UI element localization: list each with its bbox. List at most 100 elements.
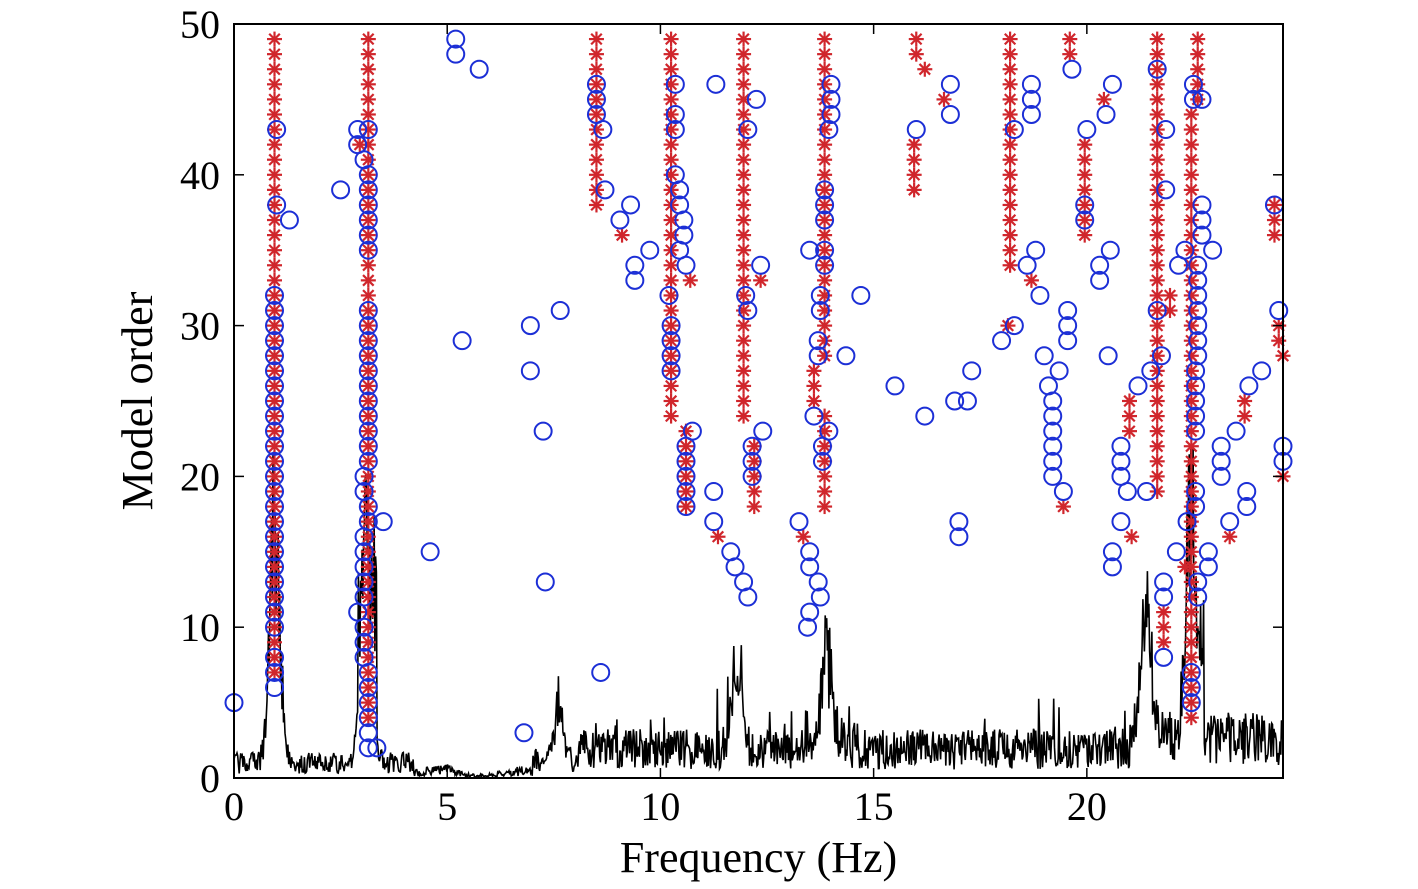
- circle-marker: [992, 331, 1012, 351]
- circle-marker: [789, 512, 809, 532]
- star-marker: [710, 529, 726, 545]
- star-marker: [736, 242, 752, 258]
- star-marker: [736, 272, 752, 288]
- circle-marker: [1192, 225, 1212, 245]
- circle-marker: [940, 74, 960, 94]
- star-marker: [1183, 393, 1199, 409]
- star-marker: [267, 122, 283, 138]
- star-marker: [1183, 544, 1199, 560]
- circle-marker: [586, 74, 606, 94]
- star-marker: [1062, 31, 1078, 47]
- star-marker: [1190, 46, 1206, 62]
- circle-marker: [1192, 89, 1212, 109]
- circle-marker: [586, 89, 606, 109]
- circle-marker: [348, 120, 368, 140]
- star-marker: [267, 318, 283, 334]
- star-marker: [817, 287, 833, 303]
- circle-marker: [1181, 662, 1201, 682]
- star-marker: [1156, 604, 1172, 620]
- star-marker: [678, 453, 694, 469]
- star-marker: [360, 197, 376, 213]
- circle-marker: [591, 662, 611, 682]
- circle-marker: [265, 647, 285, 667]
- circle-marker: [358, 738, 378, 758]
- star-marker: [267, 664, 283, 680]
- star-marker: [736, 287, 752, 303]
- star-marker: [360, 31, 376, 47]
- star-marker: [1124, 529, 1140, 545]
- star-marker: [1183, 106, 1199, 122]
- star-marker: [1121, 408, 1137, 424]
- star-marker: [360, 634, 376, 650]
- circle-marker: [354, 557, 374, 577]
- circle-marker: [670, 180, 690, 200]
- circle-marker: [674, 225, 694, 245]
- star-marker: [352, 137, 368, 153]
- star-marker: [267, 287, 283, 303]
- star-marker: [588, 61, 604, 77]
- circle-marker: [1188, 346, 1208, 366]
- circle-marker: [358, 678, 378, 698]
- circle-marker: [265, 331, 285, 351]
- circle-marker: [1188, 270, 1208, 290]
- star-marker: [1077, 167, 1093, 183]
- circle-marker: [1096, 104, 1116, 124]
- star-marker: [1149, 318, 1165, 334]
- star-marker: [1002, 106, 1018, 122]
- circle-marker: [535, 572, 555, 592]
- circle-marker: [354, 572, 374, 592]
- circle-marker: [1211, 451, 1231, 471]
- star-marker: [906, 167, 922, 183]
- circle-marker: [1188, 331, 1208, 351]
- star-marker: [1183, 152, 1199, 168]
- circle-marker: [331, 180, 351, 200]
- circle-marker: [1111, 512, 1131, 532]
- circle-marker: [1026, 240, 1046, 260]
- circle-marker: [1147, 301, 1167, 321]
- star-marker: [1149, 106, 1165, 122]
- circle-marker: [661, 346, 681, 366]
- star-marker: [267, 438, 283, 454]
- star-marker: [806, 393, 822, 409]
- star-marker: [267, 453, 283, 469]
- star-marker: [360, 91, 376, 107]
- star-marker: [1183, 468, 1199, 484]
- star-marker: [360, 182, 376, 198]
- star-marker: [1149, 31, 1165, 47]
- circle-marker: [1043, 421, 1063, 441]
- star-marker: [1149, 468, 1165, 484]
- star-marker: [663, 61, 679, 77]
- star-marker: [1183, 695, 1199, 711]
- circle-marker: [1198, 557, 1218, 577]
- star-marker: [360, 589, 376, 605]
- star-marker: [817, 272, 833, 288]
- star-marker: [267, 242, 283, 258]
- star-marker: [360, 378, 376, 394]
- star-marker: [360, 152, 376, 168]
- y-tick-label: 50: [180, 2, 220, 47]
- star-marker: [360, 529, 376, 545]
- circle-marker: [815, 240, 835, 260]
- star-marker: [1183, 167, 1199, 183]
- circle-marker: [738, 587, 758, 607]
- circle-marker: [1181, 678, 1201, 698]
- circle-marker: [821, 104, 841, 124]
- circle-marker: [1186, 481, 1206, 501]
- star-marker: [267, 634, 283, 650]
- y-axis-title: Model order: [113, 291, 162, 510]
- star-marker: [1183, 514, 1199, 530]
- circle-marker: [815, 195, 835, 215]
- circle-marker: [1090, 255, 1110, 275]
- star-marker: [360, 227, 376, 243]
- circle-marker: [265, 587, 285, 607]
- circle-marker: [800, 602, 820, 622]
- circle-marker: [1188, 255, 1208, 275]
- circle-marker: [358, 406, 378, 426]
- circle-marker: [949, 512, 969, 532]
- circle-marker: [358, 421, 378, 441]
- circle-marker: [659, 285, 679, 305]
- circle-marker: [1220, 512, 1240, 532]
- star-marker: [1149, 46, 1165, 62]
- circle-marker: [682, 421, 702, 441]
- circle-marker: [815, 210, 835, 230]
